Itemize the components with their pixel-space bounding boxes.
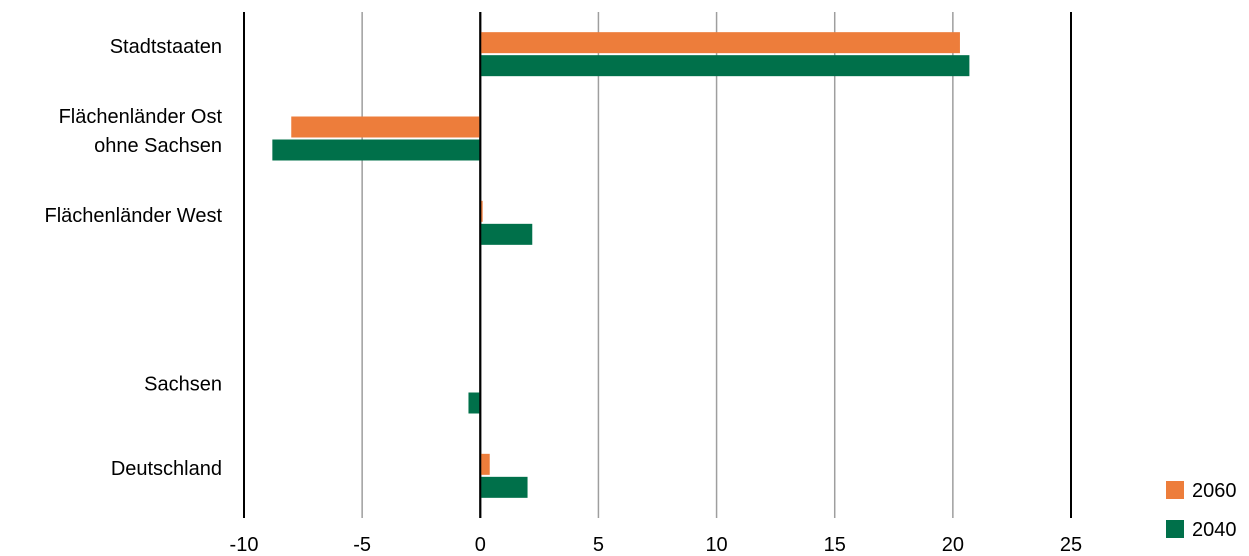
category-label: Stadtstaaten bbox=[110, 36, 222, 58]
bar-2040 bbox=[480, 476, 528, 498]
x-tick-label: 10 bbox=[705, 534, 727, 556]
bars bbox=[272, 12, 970, 518]
gridlines bbox=[243, 12, 1072, 518]
bar-2060 bbox=[480, 453, 490, 475]
legend: 2060 2040 bbox=[1166, 480, 1237, 541]
x-tick-label: 20 bbox=[942, 534, 964, 556]
x-tick-label: 25 bbox=[1060, 534, 1082, 556]
bar-2060 bbox=[291, 116, 481, 138]
x-tick-label: -5 bbox=[353, 534, 371, 556]
x-tick-label: 0 bbox=[475, 534, 486, 556]
x-tick-label: -10 bbox=[230, 534, 259, 556]
bar-2040 bbox=[272, 139, 481, 161]
legend-swatch-2060 bbox=[1166, 481, 1184, 499]
category-label: Flächenländer Ost bbox=[59, 106, 223, 128]
x-tick-label: 5 bbox=[593, 534, 604, 556]
bar-2040 bbox=[468, 392, 481, 414]
x-tick-labels: -10 -5 0 5 10 15 20 25 bbox=[230, 534, 1083, 556]
category-label: Flächenländer West bbox=[45, 205, 223, 227]
category-label: ohne Sachsen bbox=[94, 135, 222, 157]
bar-2060 bbox=[480, 200, 483, 222]
legend-label-2060: 2060 bbox=[1192, 480, 1237, 502]
category-label: Deutschland bbox=[111, 458, 222, 480]
category-labels: Stadtstaaten Flächenländer Ost ohne Sachse… bbox=[45, 36, 223, 480]
bar-2040 bbox=[480, 223, 533, 245]
category-label: Sachsen bbox=[144, 374, 222, 396]
x-tick-label: 15 bbox=[824, 534, 846, 556]
bar-2060 bbox=[480, 32, 960, 54]
legend-label-2040: 2040 bbox=[1192, 519, 1237, 541]
bar-2040 bbox=[480, 55, 970, 77]
legend-swatch-2040 bbox=[1166, 520, 1184, 538]
